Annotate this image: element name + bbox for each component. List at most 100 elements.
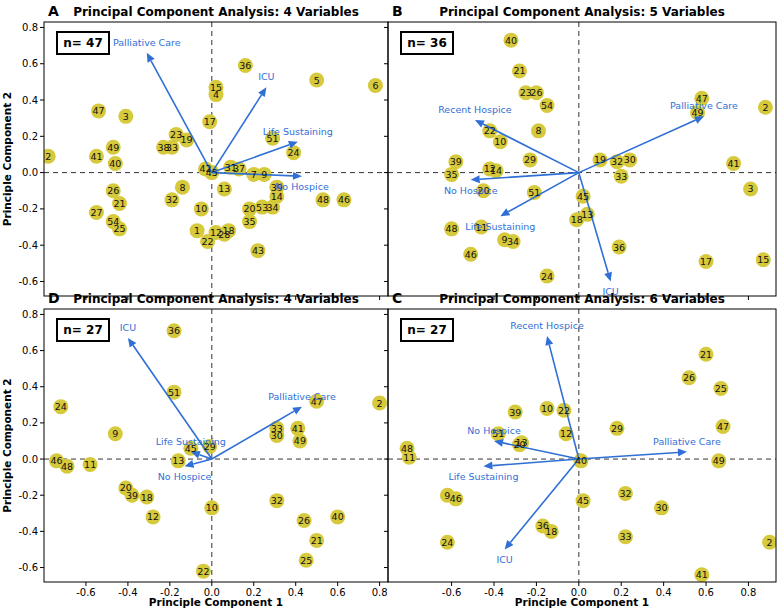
y-tick [384,208,388,209]
point [232,161,247,176]
y-tick [40,208,44,209]
point-label: 24 [441,537,453,548]
point-label: 26 [298,515,310,526]
point [368,78,383,93]
point-label: 17 [204,116,216,127]
point-label: 6 [372,80,378,91]
point-label: 2 [762,102,768,113]
frame [388,22,776,296]
point [540,98,555,113]
loading-label: Life Sustaining [156,436,226,447]
figure: -0.6-0.4-0.20.00.20.40.60.83656154473172… [0,0,780,611]
point [622,152,637,167]
point-label: 8 [179,182,185,193]
x-tick-label: 0.6 [698,587,714,598]
point-label: 22 [202,236,214,247]
x-tick [621,582,622,586]
loading-arrow [549,345,579,459]
point [330,509,345,524]
point [612,240,627,255]
panel-letter: D [48,290,60,306]
point [713,381,728,396]
title: Principal Component Analysis: 4 Variable… [73,292,359,306]
y-tick [384,172,388,173]
point-label: 45 [577,191,589,202]
panel: -0.6-0.4-0.20.00.20.40.60.8-0.6-0.4-0.20… [1,290,388,608]
zero-line [211,22,212,296]
y-tick-label: -0.6 [18,562,38,573]
point-label: 32 [166,194,178,205]
loading-label: Life Sustaining [263,126,333,137]
point [167,385,182,400]
y-tick-label: 0.2 [22,417,38,428]
x-tick [211,582,212,586]
point-label: 10 [206,502,218,513]
x-tick-label: 0.8 [372,587,388,598]
loading-label: Life Sustaining [465,221,535,232]
point [139,490,154,505]
panel-letter: A [48,3,59,19]
n-box [57,319,109,341]
point-label: 29 [611,423,623,434]
point-label: 39 [450,156,462,167]
point-label: 51 [528,187,540,198]
point-label: 40 [575,455,587,466]
point-label: 18 [141,492,153,503]
arrow-head [293,172,302,180]
point-label: 49 [107,142,119,153]
point-label: 33 [615,171,627,182]
point-label: 54 [541,100,553,111]
point-label: 12 [560,428,572,439]
y-tick [384,422,388,423]
point [196,564,211,579]
point [242,214,257,229]
point-label: 25 [715,383,727,394]
point [514,435,529,450]
n-label: n= 27 [407,323,446,337]
point-label: 33 [166,142,178,153]
loading-arrow [579,120,696,173]
point [217,181,232,196]
arrow-head [185,460,195,468]
point-label: 32 [611,156,623,167]
point-label: 34 [507,236,519,247]
point [372,396,387,411]
point-label: 33 [619,531,631,542]
point [309,533,324,548]
point [336,192,351,207]
point-label: 43 [252,245,264,256]
point [204,500,219,515]
n-label: n= 36 [407,36,446,50]
point [112,196,127,211]
point [202,114,217,129]
y-tick [384,386,388,387]
point [512,437,527,452]
point-label: 21 [311,535,323,546]
point [204,165,219,180]
n-box [401,319,453,341]
loading-label: Recent Hospice [438,104,512,115]
point-label: 3 [748,183,754,194]
y-tick [384,495,388,496]
point-label: 22 [484,125,496,136]
point-label: 47 [92,105,104,116]
point [242,201,257,216]
zero-line [578,309,579,582]
y-tick [384,314,388,315]
y-tick [40,422,44,423]
loading-label: Palliative Care [653,436,721,447]
point [556,403,571,418]
point-label: 1 [194,225,200,236]
point [108,156,123,171]
y-tick-label: 0.2 [22,131,38,142]
y-tick [384,245,388,246]
title: Principal Component Analysis: 5 Variable… [439,5,725,19]
background [0,0,780,611]
arrow-head [545,336,553,346]
point [508,405,523,420]
point-label: 25 [300,555,312,566]
plot-area [44,53,383,258]
point-label: 40 [505,35,517,46]
point-label: 35 [244,216,256,227]
y-tick [384,281,388,282]
